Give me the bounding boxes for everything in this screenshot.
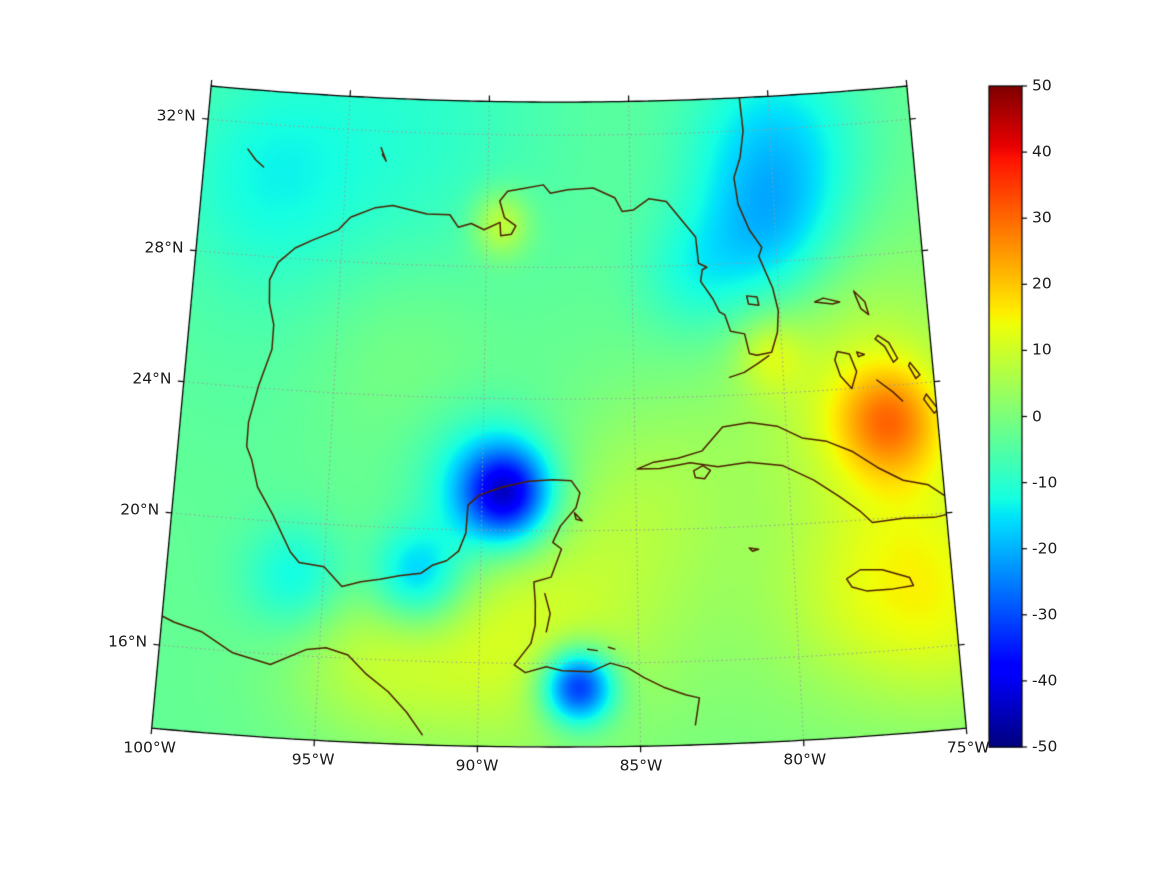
map-region: [150, 86, 968, 747]
colorbar-region: [989, 86, 1022, 747]
